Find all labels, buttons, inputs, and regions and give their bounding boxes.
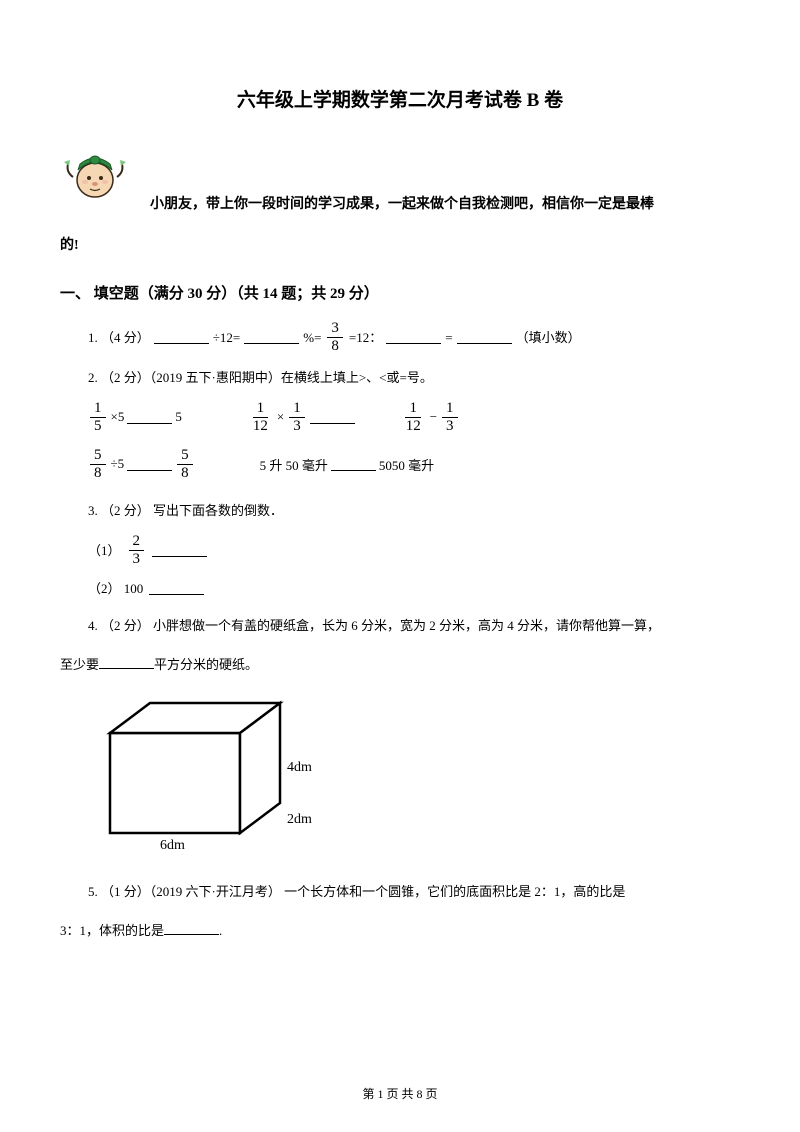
fraction-numerator: 1 bbox=[405, 401, 421, 418]
q1-fraction: 3 8 bbox=[327, 321, 343, 354]
lhs: 5 升 50 毫升 bbox=[260, 455, 328, 474]
blank bbox=[244, 331, 299, 344]
q1-t1: ÷12= bbox=[213, 322, 240, 353]
fraction-numerator: 1 bbox=[442, 401, 458, 418]
fraction-numerator: 3 bbox=[327, 321, 343, 338]
fraction-denominator: 8 bbox=[90, 465, 106, 481]
q3-sub-1: （1） 2 3 bbox=[88, 534, 740, 567]
q2-row-2: 5 8 ÷5 5 8 5 升 50 毫升 5050 毫升 bbox=[88, 448, 740, 481]
blank bbox=[331, 458, 376, 471]
fraction-denominator: 3 bbox=[442, 418, 458, 434]
dim-width: 2dm bbox=[287, 812, 312, 827]
blank bbox=[127, 458, 172, 471]
q5-suffix: . bbox=[219, 923, 222, 938]
op: × bbox=[277, 409, 284, 425]
fraction-numerator: 1 bbox=[253, 401, 269, 418]
blank bbox=[386, 331, 441, 344]
question-5: 5. （1 分）（2019 六下·开江月考） 一个长方体和一个圆锥，它们的底面积… bbox=[88, 876, 740, 907]
q1-t4: = bbox=[445, 322, 452, 353]
page-footer: 第 1 页 共 8 页 bbox=[0, 1085, 800, 1102]
mascot-icon bbox=[60, 142, 130, 212]
q1-prefix: 1. （4 分） bbox=[88, 322, 150, 353]
blank bbox=[457, 331, 512, 344]
fraction-numerator: 5 bbox=[90, 448, 106, 465]
fraction: 1 12 bbox=[249, 401, 272, 434]
encouragement-text: 小朋友，带上你一段时间的学习成果，一起来做个自我检测吧，相信你一定是最棒 bbox=[60, 190, 740, 221]
fraction: 5 8 bbox=[90, 448, 106, 481]
fraction: 1 12 bbox=[402, 401, 425, 434]
q1-t2: %= bbox=[303, 322, 321, 353]
sub-label: （2） 100 bbox=[88, 573, 143, 604]
fraction-denominator: 3 bbox=[129, 551, 145, 567]
fraction-denominator: 8 bbox=[177, 465, 193, 481]
fraction-numerator: 2 bbox=[129, 534, 145, 551]
q2-r1-g2: 1 12 × 1 3 bbox=[247, 401, 355, 434]
blank bbox=[99, 656, 154, 669]
q1-t3: =12： bbox=[349, 322, 382, 353]
op: ×5 bbox=[111, 409, 125, 425]
blank bbox=[152, 544, 207, 557]
q4-cont-text: 至少要 bbox=[60, 657, 99, 672]
rhs: 5050 毫升 bbox=[379, 455, 434, 474]
q4-suffix: 平方分米的硬纸。 bbox=[154, 657, 258, 672]
question-1: 1. （4 分） ÷12= %= 3 8 =12： = （填小数） bbox=[88, 321, 740, 354]
blank bbox=[164, 922, 219, 935]
op: − bbox=[430, 409, 437, 425]
blank bbox=[149, 582, 204, 595]
blank bbox=[127, 411, 172, 424]
fraction: 2 3 bbox=[129, 534, 145, 567]
q2-r1-g3: 1 12 − 1 3 bbox=[400, 401, 460, 434]
op: ÷5 bbox=[111, 456, 125, 472]
page-title: 六年级上学期数学第二次月考试卷 B 卷 bbox=[60, 85, 740, 112]
fraction: 1 5 bbox=[90, 401, 106, 434]
fraction-numerator: 5 bbox=[177, 448, 193, 465]
fraction-numerator: 1 bbox=[90, 401, 106, 418]
encouragement-end: 的! bbox=[60, 231, 740, 262]
q2-row-1: 1 5 ×5 5 1 12 × 1 3 1 12 − 1 3 bbox=[88, 401, 740, 434]
fraction-denominator: 12 bbox=[402, 418, 425, 434]
fraction: 1 3 bbox=[289, 401, 305, 434]
question-3: 3. （2 分） 写出下面各数的倒数． bbox=[88, 495, 740, 526]
fraction-numerator: 1 bbox=[289, 401, 305, 418]
fraction: 1 3 bbox=[442, 401, 458, 434]
fraction-denominator: 8 bbox=[327, 338, 343, 354]
question-2: 2. （2 分）（2019 五下·惠阳期中）在横线上填上>、<或=号。 bbox=[88, 362, 740, 393]
sub-label: （1） bbox=[88, 535, 121, 566]
fraction-denominator: 3 bbox=[289, 418, 305, 434]
blank bbox=[310, 411, 355, 424]
q5-cont-text: 3：1，体积的比是 bbox=[60, 923, 164, 938]
q3-sub-2: （2） 100 bbox=[88, 573, 740, 604]
rhs: 5 bbox=[175, 409, 182, 425]
q2-r2-g2: 5 升 50 毫升 5050 毫升 bbox=[260, 455, 435, 474]
dim-height: 4dm bbox=[287, 760, 312, 775]
q2-r2-g1: 5 8 ÷5 5 8 bbox=[88, 448, 195, 481]
dim-length: 6dm bbox=[160, 838, 185, 853]
q2-r1-g1: 1 5 ×5 5 bbox=[88, 401, 182, 434]
question-4-cont: 至少要 平方分米的硬纸。 bbox=[60, 649, 740, 680]
question-4: 4. （2 分） 小胖想做一个有盖的硬纸盒，长为 6 分米，宽为 2 分米，高为… bbox=[88, 610, 740, 641]
q1-t5: （填小数） bbox=[516, 322, 581, 353]
blank bbox=[154, 331, 209, 344]
section-1-header: 一、 填空题（满分 30 分）（共 14 题；共 29 分） bbox=[60, 282, 740, 303]
fraction: 5 8 bbox=[177, 448, 193, 481]
cuboid-diagram: 4dm 2dm 6dm bbox=[100, 693, 740, 858]
question-5-cont: 3：1，体积的比是. bbox=[60, 915, 740, 946]
fraction-denominator: 12 bbox=[249, 418, 272, 434]
fraction-denominator: 5 bbox=[90, 418, 106, 434]
